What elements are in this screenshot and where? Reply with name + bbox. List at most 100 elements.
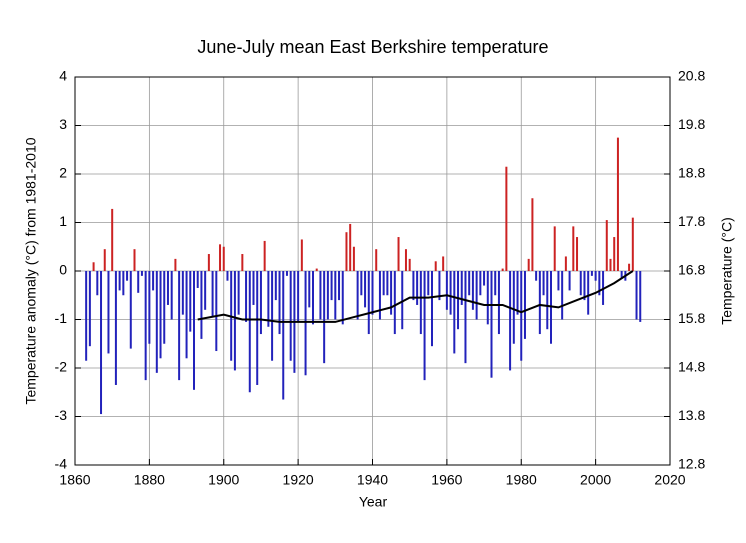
- bar: [423, 271, 426, 381]
- bar: [576, 237, 579, 271]
- bar: [88, 271, 91, 347]
- x-tick-label: 1980: [506, 472, 537, 488]
- x-tick-label: 1960: [431, 472, 462, 488]
- bar: [259, 271, 262, 335]
- bar: [211, 271, 214, 318]
- bar: [129, 271, 132, 349]
- x-tick-label: 1920: [283, 472, 314, 488]
- bar: [557, 271, 560, 291]
- bar: [453, 271, 456, 354]
- bar: [486, 271, 489, 325]
- bar: [479, 271, 482, 296]
- bar: [289, 271, 292, 361]
- bar: [386, 271, 389, 296]
- bar: [334, 271, 337, 320]
- bar: [133, 249, 136, 271]
- y-tick-label: -3: [55, 407, 68, 423]
- bar: [628, 263, 631, 271]
- bar: [483, 271, 486, 286]
- x-tick-label: 1900: [208, 472, 239, 488]
- bar: [590, 271, 593, 276]
- bar: [193, 271, 195, 390]
- bar: [215, 271, 218, 352]
- bar: [248, 271, 251, 393]
- bar: [512, 271, 515, 344]
- bar: [114, 271, 117, 385]
- bar: [598, 271, 601, 296]
- bar: [468, 271, 471, 296]
- bar: [200, 271, 203, 339]
- bar: [85, 271, 88, 361]
- bar: [278, 271, 281, 335]
- bar: [166, 271, 169, 305]
- bar: [367, 271, 370, 335]
- bar: [178, 271, 181, 381]
- bar: [416, 271, 419, 305]
- bar: [408, 258, 411, 271]
- bar: [96, 271, 99, 296]
- bar: [412, 271, 415, 301]
- bar: [233, 271, 236, 371]
- bar: [148, 271, 151, 344]
- bar: [140, 271, 143, 276]
- bar: [274, 271, 277, 301]
- bar: [159, 271, 162, 359]
- bar: [535, 271, 538, 281]
- bar: [360, 271, 363, 296]
- y2-tick-label: 20.8: [678, 68, 705, 84]
- trend-line: [197, 270, 634, 323]
- bar: [282, 271, 285, 400]
- y2-tick-label: 16.8: [678, 262, 705, 278]
- bar: [375, 249, 378, 271]
- bar: [189, 271, 192, 332]
- y-tick-label: 3: [59, 116, 67, 132]
- y2-tick-label: 17.8: [678, 213, 705, 229]
- bar: [494, 271, 497, 296]
- bar: [583, 271, 586, 301]
- bar: [241, 254, 244, 271]
- y-axis-label: Temperature anomaly (°C) from 1981-2010: [23, 137, 39, 404]
- bar: [523, 271, 526, 339]
- bar: [542, 271, 545, 296]
- y2-tick-label: 12.8: [678, 456, 705, 472]
- bar: [222, 246, 225, 271]
- bar: [237, 271, 240, 315]
- bar: [256, 271, 259, 385]
- bar: [144, 271, 147, 381]
- bar: [538, 271, 541, 335]
- bar: [92, 262, 95, 271]
- x-tick-label: 1880: [134, 472, 165, 488]
- bar: [475, 271, 478, 320]
- bar: [338, 271, 341, 301]
- bar: [155, 271, 158, 373]
- bar: [546, 271, 549, 330]
- bar: [516, 271, 519, 315]
- bar: [319, 271, 322, 320]
- y-tick-label: -2: [55, 359, 68, 375]
- bar: [564, 256, 567, 271]
- y-tick-label: 2: [59, 165, 67, 181]
- bar: [181, 271, 184, 315]
- bar: [326, 271, 329, 320]
- bar: [505, 166, 508, 271]
- bar: [449, 271, 452, 315]
- y2-tick-label: 18.8: [678, 165, 705, 181]
- y2-tick-label: 14.8: [678, 359, 705, 375]
- bar: [568, 271, 571, 291]
- x-axis-label: Year: [359, 494, 388, 510]
- bar: [345, 232, 348, 271]
- bar: [323, 271, 326, 364]
- bar: [616, 137, 619, 271]
- bar: [445, 271, 448, 310]
- bar: [300, 239, 303, 271]
- bar: [579, 271, 582, 296]
- bar: [196, 271, 199, 288]
- bar: [639, 271, 642, 322]
- bar: [356, 271, 359, 320]
- bar: [434, 261, 437, 271]
- x-tick-label: 2000: [580, 472, 611, 488]
- bar: [635, 271, 638, 320]
- y2-tick-label: 19.8: [678, 116, 705, 132]
- bar: [252, 271, 255, 305]
